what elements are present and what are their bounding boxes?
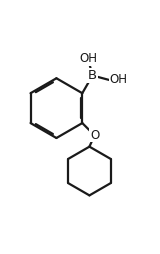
Text: OH: OH bbox=[109, 73, 127, 86]
Text: O: O bbox=[90, 129, 99, 142]
Text: OH: OH bbox=[79, 52, 97, 65]
Text: B: B bbox=[88, 69, 97, 82]
